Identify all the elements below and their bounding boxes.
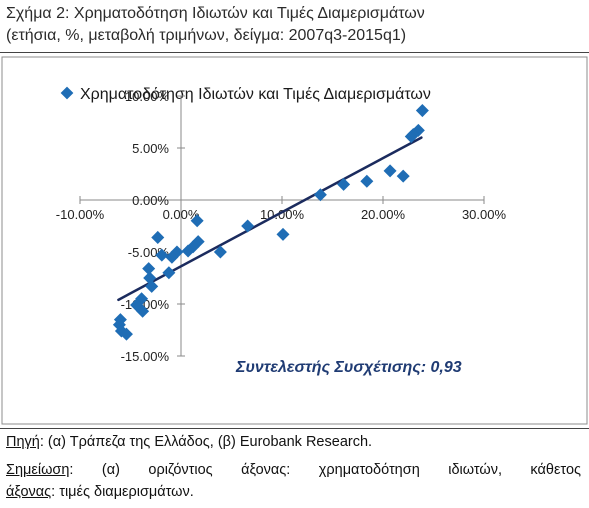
scatter-chart: Χρηματοδότηση Ιδιωτών και Τιμές Διαμερισ… [1, 56, 588, 425]
y-tick-label: 5.00% [132, 141, 169, 156]
source-note: Πηγή: (α) Τράπεζα της Ελλάδος, (β) Eurob… [6, 432, 581, 453]
chart-legend: Χρηματοδότηση Ιδιωτών και Τιμές Διαμερισ… [60, 86, 431, 103]
correlation-annotation: Συντελεστής Συσχέτισης: 0,93 [235, 359, 462, 376]
axis-note-line-1: Σημείωση: (α) οριζόντιος άξονας: χρηματο… [6, 460, 581, 481]
y-tick-label: 0.00% [132, 193, 169, 208]
figure-title: Σχήμα 2: Χρηματοδότηση Ιδιωτών και Τιμές… [6, 3, 584, 47]
figure-title-line-2: (ετήσια, %, μεταβολή τριμήνων, δείγμα: 2… [6, 27, 407, 44]
data-point [136, 304, 150, 318]
x-tick-label: -10.00% [56, 207, 105, 222]
source-label: Πηγή [6, 434, 40, 450]
x-tick-label: 20.00% [361, 207, 406, 222]
data-point [119, 327, 133, 341]
tick-labels: -10.00% 0.00% 10.00% 20.00% 30.00%10.00%5.00… [56, 89, 507, 364]
chart-frame [1, 56, 588, 425]
y-tick-label: 10.00% [125, 89, 170, 104]
data-point [155, 248, 169, 262]
data-point [383, 164, 397, 178]
x-tick-label: 0.00% [163, 207, 200, 222]
data-point [181, 244, 195, 258]
figure-title-line-1: Σχήμα 2: Χρηματοδότηση Ιδιωτών και Τιμές… [6, 5, 425, 22]
chart-axes [79, 95, 485, 357]
data-point [213, 245, 227, 259]
data-point [241, 219, 255, 233]
axis-note-line-2: άξονας: τιμές διαμερισμάτων. [6, 482, 581, 503]
note-label: Σημείωση [6, 462, 70, 478]
note-text-2: : τιμές διαμερισμάτων. [51, 484, 194, 500]
x-tick-label: 30.00% [462, 207, 507, 222]
y-tick-label: -15.00% [121, 349, 170, 364]
data-point [276, 227, 290, 241]
data-point [190, 214, 204, 228]
source-text: : (α) Τράπεζα της Ελλάδος, (β) Eurobank … [39, 434, 373, 450]
footer-divider [0, 428, 589, 429]
title-divider [0, 52, 589, 53]
note-label-2: άξονας [6, 484, 52, 500]
data-point [145, 279, 159, 293]
data-point [162, 266, 176, 280]
data-point [313, 188, 327, 202]
data-point [151, 230, 165, 244]
data-point [415, 104, 429, 118]
note-text: : (α) οριζόντιος άξονας: χρηματοδότηση ι… [69, 462, 581, 478]
legend-label: Χρηματοδότηση Ιδιωτών και Τιμές Διαμερισ… [80, 86, 431, 103]
y-tick-label: -10.00% [121, 297, 170, 312]
